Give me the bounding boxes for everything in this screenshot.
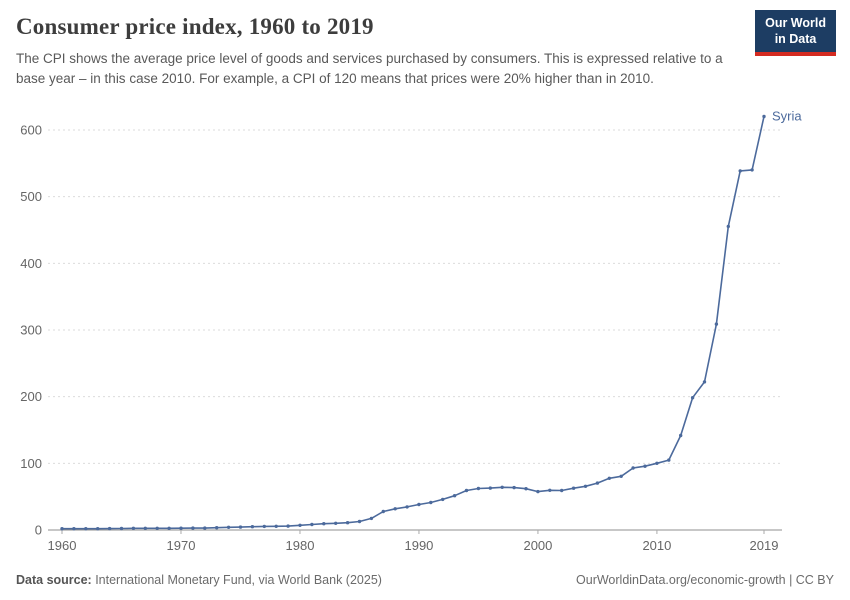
chart-subtitle: The CPI shows the average price level of… xyxy=(16,51,723,86)
owid-logo-line1: Our World xyxy=(765,16,826,30)
data-point xyxy=(524,487,528,491)
data-point xyxy=(595,481,600,485)
data-point xyxy=(738,169,742,173)
owid-logo[interactable]: Our World in Data xyxy=(755,10,836,56)
x-tick-label: 1960 xyxy=(48,538,77,553)
data-point xyxy=(167,526,171,530)
x-tick-label: 2000 xyxy=(523,538,552,553)
data-point xyxy=(60,527,64,531)
data-point xyxy=(690,396,695,400)
x-tick-label: 2019 xyxy=(750,538,779,553)
y-tick-label: 0 xyxy=(35,523,42,538)
x-tick-label: 1970 xyxy=(167,538,196,553)
data-point xyxy=(238,525,243,529)
data-point xyxy=(750,168,754,172)
x-tick-label: 2010 xyxy=(642,538,671,553)
y-tick-label: 400 xyxy=(20,256,42,271)
data-point xyxy=(155,526,159,530)
data-point xyxy=(667,458,671,462)
data-point xyxy=(96,527,100,531)
data-point xyxy=(702,380,707,384)
data-point xyxy=(417,502,421,507)
data-point xyxy=(381,509,385,514)
data-source-text: International Monetary Fund, via World B… xyxy=(91,573,382,587)
chart-header: Consumer price index, 1960 to 2019 Our W… xyxy=(0,0,850,88)
data-point xyxy=(548,488,552,492)
data-point xyxy=(536,489,540,494)
data-point xyxy=(191,526,195,530)
data-point xyxy=(131,526,136,530)
data-point xyxy=(334,521,338,525)
data-point xyxy=(476,486,481,491)
data-point xyxy=(714,322,719,326)
data-point xyxy=(631,466,635,470)
data-point xyxy=(441,497,445,502)
data-point xyxy=(274,524,278,528)
data-point xyxy=(72,527,76,531)
data-point xyxy=(464,488,469,493)
data-point xyxy=(583,484,588,488)
data-point xyxy=(107,526,112,531)
data-point xyxy=(762,114,766,119)
data-point xyxy=(726,224,730,229)
x-tick-label: 1990 xyxy=(404,538,433,553)
y-tick-label: 500 xyxy=(20,189,42,204)
data-point xyxy=(655,461,659,465)
data-point xyxy=(607,476,611,480)
data-point xyxy=(179,526,183,530)
data-point xyxy=(250,525,255,529)
data-point xyxy=(488,486,492,490)
data-point xyxy=(619,474,623,478)
data-point xyxy=(679,433,683,438)
data-point xyxy=(429,500,433,505)
data-source: Data source: International Monetary Fund… xyxy=(16,573,382,587)
data-point xyxy=(226,525,231,529)
data-point xyxy=(203,526,207,530)
data-point xyxy=(500,485,504,489)
data-point xyxy=(452,494,457,498)
data-point xyxy=(119,526,124,531)
data-source-label: Data source: xyxy=(16,573,92,587)
data-point xyxy=(286,524,290,528)
data-point xyxy=(643,464,647,468)
data-point xyxy=(512,485,516,490)
data-point xyxy=(571,486,576,490)
data-point xyxy=(369,516,374,521)
x-tick-label: 1980 xyxy=(286,538,315,553)
data-point xyxy=(215,526,219,530)
data-point xyxy=(143,526,147,530)
owid-logo-line2: in Data xyxy=(774,32,817,47)
series-label-syria[interactable]: Syria xyxy=(772,109,802,124)
data-point xyxy=(84,527,88,531)
y-tick-label: 300 xyxy=(20,323,42,338)
cpi-line-syria xyxy=(62,116,765,530)
data-point xyxy=(560,488,564,493)
chart-footer: Data source: International Monetary Fund… xyxy=(0,563,850,600)
y-tick-label: 600 xyxy=(20,123,42,138)
page-title: Consumer price index, 1960 to 2019 xyxy=(16,14,374,39)
y-tick-label: 100 xyxy=(20,456,42,471)
data-point xyxy=(357,519,362,524)
credit-link[interactable]: OurWorldinData.org/economic-growth | CC … xyxy=(576,573,834,587)
data-point xyxy=(310,522,314,527)
y-tick-label: 200 xyxy=(20,389,42,404)
data-point xyxy=(345,521,350,525)
data-point xyxy=(322,522,326,526)
data-point xyxy=(262,524,266,529)
data-point xyxy=(298,523,302,527)
data-point xyxy=(393,507,397,511)
data-point xyxy=(405,505,409,509)
